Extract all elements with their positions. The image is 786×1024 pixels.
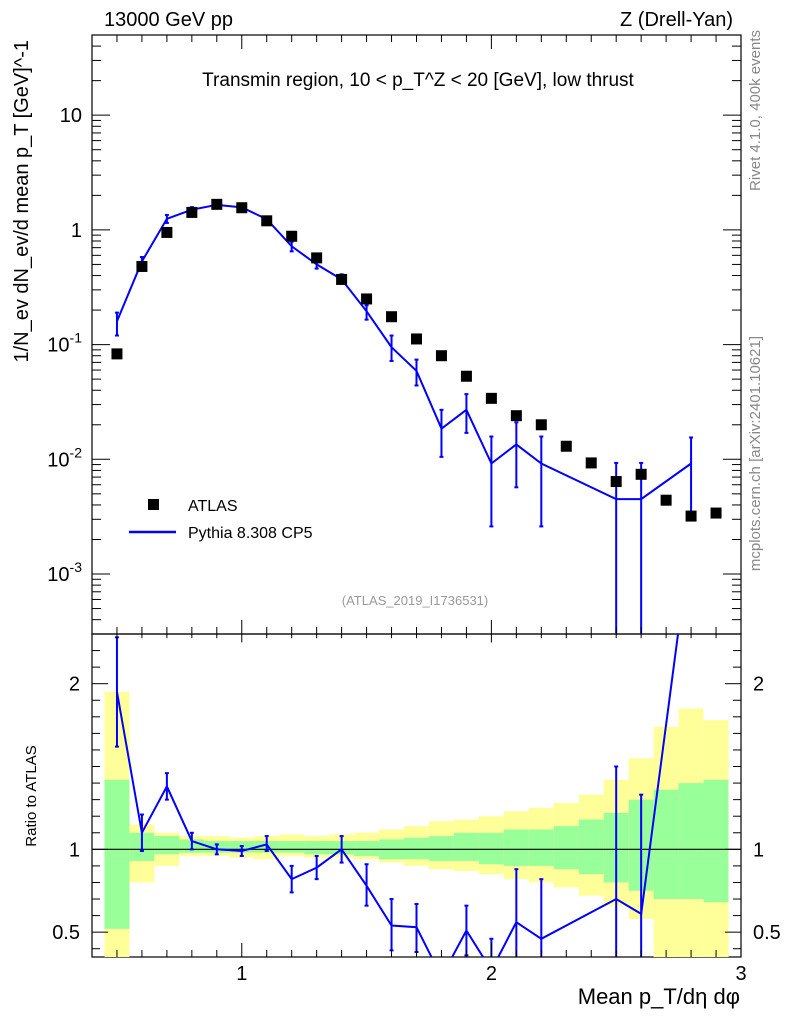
y-tick-exponent: -2 [70, 444, 83, 460]
atlas-point [386, 311, 398, 323]
green-band-bin [528, 829, 554, 866]
y-tick-base: 10 [47, 335, 69, 357]
green-band-bin [104, 779, 130, 929]
atlas-point [311, 252, 323, 264]
atlas-point [161, 226, 173, 238]
atlas-point [286, 230, 298, 242]
legend-pythia-label: Pythia 8.308 CP5 [188, 525, 313, 542]
green-band-bin [304, 841, 330, 855]
x-tick-label: 2 [486, 963, 497, 985]
legend: ATLAS Pythia 8.308 CP5 [129, 498, 313, 542]
atlas-point [510, 410, 522, 422]
mcplots-label: mcplots.cern.ch [arXiv:2401.10621] [747, 336, 764, 571]
ratio-tick-label-left: 0.5 [52, 922, 80, 944]
y-tick-label: 1 [71, 220, 82, 242]
legend-atlas-label: ATLAS [188, 498, 238, 515]
data-marks [111, 198, 722, 957]
y-tick-label: 10-1 [47, 330, 82, 357]
rivet-label: Rivet 4.1.0, 400k events [747, 30, 764, 191]
green-band-bin [478, 832, 504, 865]
green-band-bin [279, 841, 305, 853]
green-band-bin [553, 826, 579, 870]
atlas-point [685, 510, 697, 522]
atlas-point [710, 507, 722, 519]
ratio-marks-group [114, 634, 680, 957]
atlas-point [610, 476, 622, 488]
ratio-tick-label-left: 2 [69, 674, 80, 696]
x-tick-label: 1 [236, 963, 247, 985]
atlas-point [361, 293, 373, 305]
main-marks-group [111, 198, 722, 634]
green-band-bin [703, 779, 729, 903]
green-band-bin [404, 837, 429, 860]
atlas-point [336, 273, 348, 285]
green-band-bin [653, 789, 679, 900]
ratio-y-label: Ratio to ATLAS [23, 745, 40, 846]
atlas-point [660, 494, 672, 506]
x-tick-label: 3 [735, 963, 746, 985]
y-tick-base: 10 [47, 449, 69, 471]
green-band-bin [453, 832, 479, 861]
green-band-bin [154, 836, 180, 855]
atlas-point [186, 206, 198, 218]
ratio-tick-label-left: 1 [69, 839, 80, 861]
green-band-bin [578, 819, 604, 875]
y-tick-label: 10 [60, 105, 82, 127]
header-right: Z (Drell-Yan) [620, 9, 733, 31]
atlas-point [485, 392, 497, 404]
atlas-point [136, 260, 148, 272]
green-band-bin [428, 836, 454, 861]
green-band-bin [354, 841, 380, 856]
y-tick-exponent: -1 [70, 330, 83, 346]
y-tick-label: 10-2 [47, 444, 82, 471]
atlas-point [411, 333, 422, 345]
atlas-point [635, 468, 647, 480]
atlas-point [535, 419, 547, 431]
atlas-point [460, 370, 472, 382]
header-left: 13000 GeV pp [104, 9, 233, 31]
atlas-point [261, 215, 273, 227]
ratio-tick-label-right: 1 [753, 839, 764, 861]
ratio-tick-label-right: 0.5 [753, 922, 781, 944]
green-band-bin [678, 783, 704, 900]
atlas-point [585, 457, 597, 469]
y-tick-base: 10 [47, 564, 69, 586]
plot-title: Transmin region, 10 < p_T^Z < 20 [GeV], … [202, 70, 634, 91]
y-tick-label: 10-3 [47, 559, 82, 586]
y-tick-exponent: -3 [70, 559, 83, 575]
atlas-point [111, 348, 123, 360]
atlas-point [435, 350, 447, 362]
legend-atlas-marker [148, 499, 159, 510]
ratio-tick-label-right: 2 [753, 674, 764, 696]
analysis-id: (ATLAS_2019_I1736531) [342, 593, 488, 608]
green-band-bin [503, 829, 529, 866]
atlas-point [560, 440, 572, 452]
y-axis-label: 1/N_ev dN_ev/d mean p_T [GeV]^-1 [11, 40, 33, 363]
pythia-line [116, 203, 692, 501]
atlas-point [211, 198, 223, 210]
atlas-point [236, 202, 248, 214]
x-axis-label: Mean p_T/dη dφ [578, 984, 740, 1009]
